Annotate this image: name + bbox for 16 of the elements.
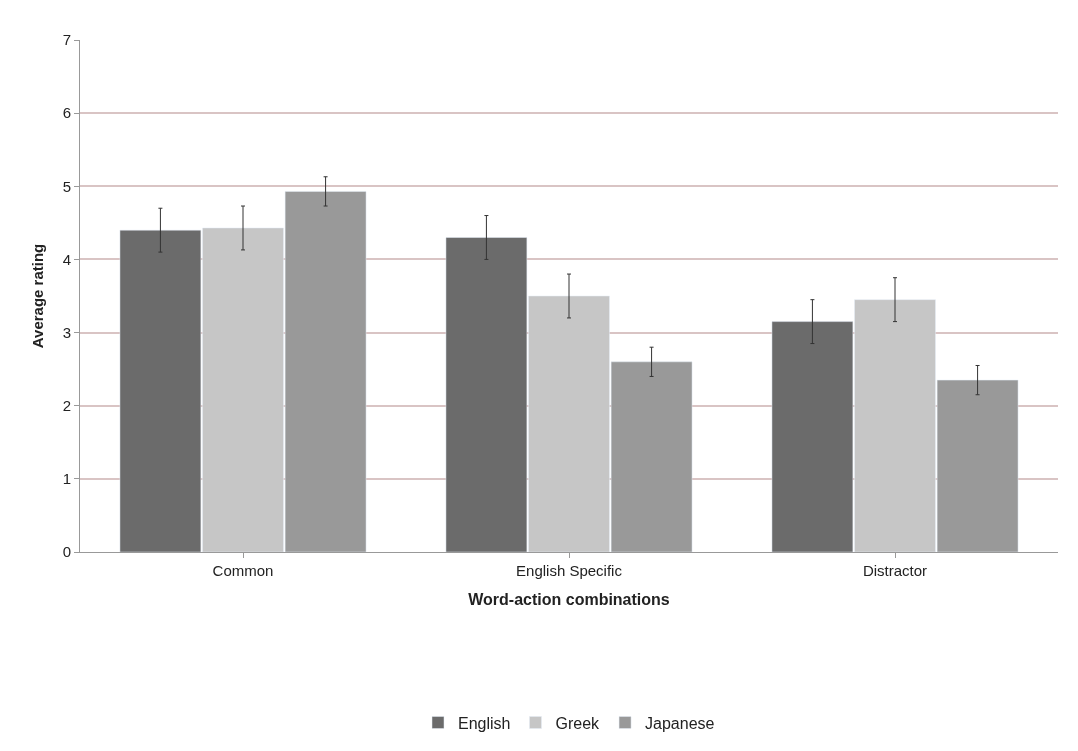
y-tick-label: 3 — [62, 323, 71, 341]
y-tick-label: 2 — [62, 396, 71, 414]
y-tick-label: 5 — [62, 177, 71, 195]
y-tick-label: 7 — [62, 31, 71, 49]
y-tick-label: 1 — [62, 470, 71, 488]
legend-label: Greek — [555, 714, 601, 732]
x-axis-title: Word-action combinations — [468, 590, 670, 608]
legend-label: English — [458, 714, 511, 732]
legend-label: Japanese — [645, 714, 715, 732]
x-tick-label: Common — [212, 562, 274, 579]
x-tick-label: Distractor — [862, 562, 928, 579]
y-tick-label: 0 — [62, 543, 71, 561]
x-tick-label: English Specific — [516, 562, 623, 579]
y-tick-label: 4 — [62, 250, 71, 268]
y-axis-title: Average rating — [28, 243, 46, 349]
y-tick-label: 6 — [62, 104, 71, 122]
